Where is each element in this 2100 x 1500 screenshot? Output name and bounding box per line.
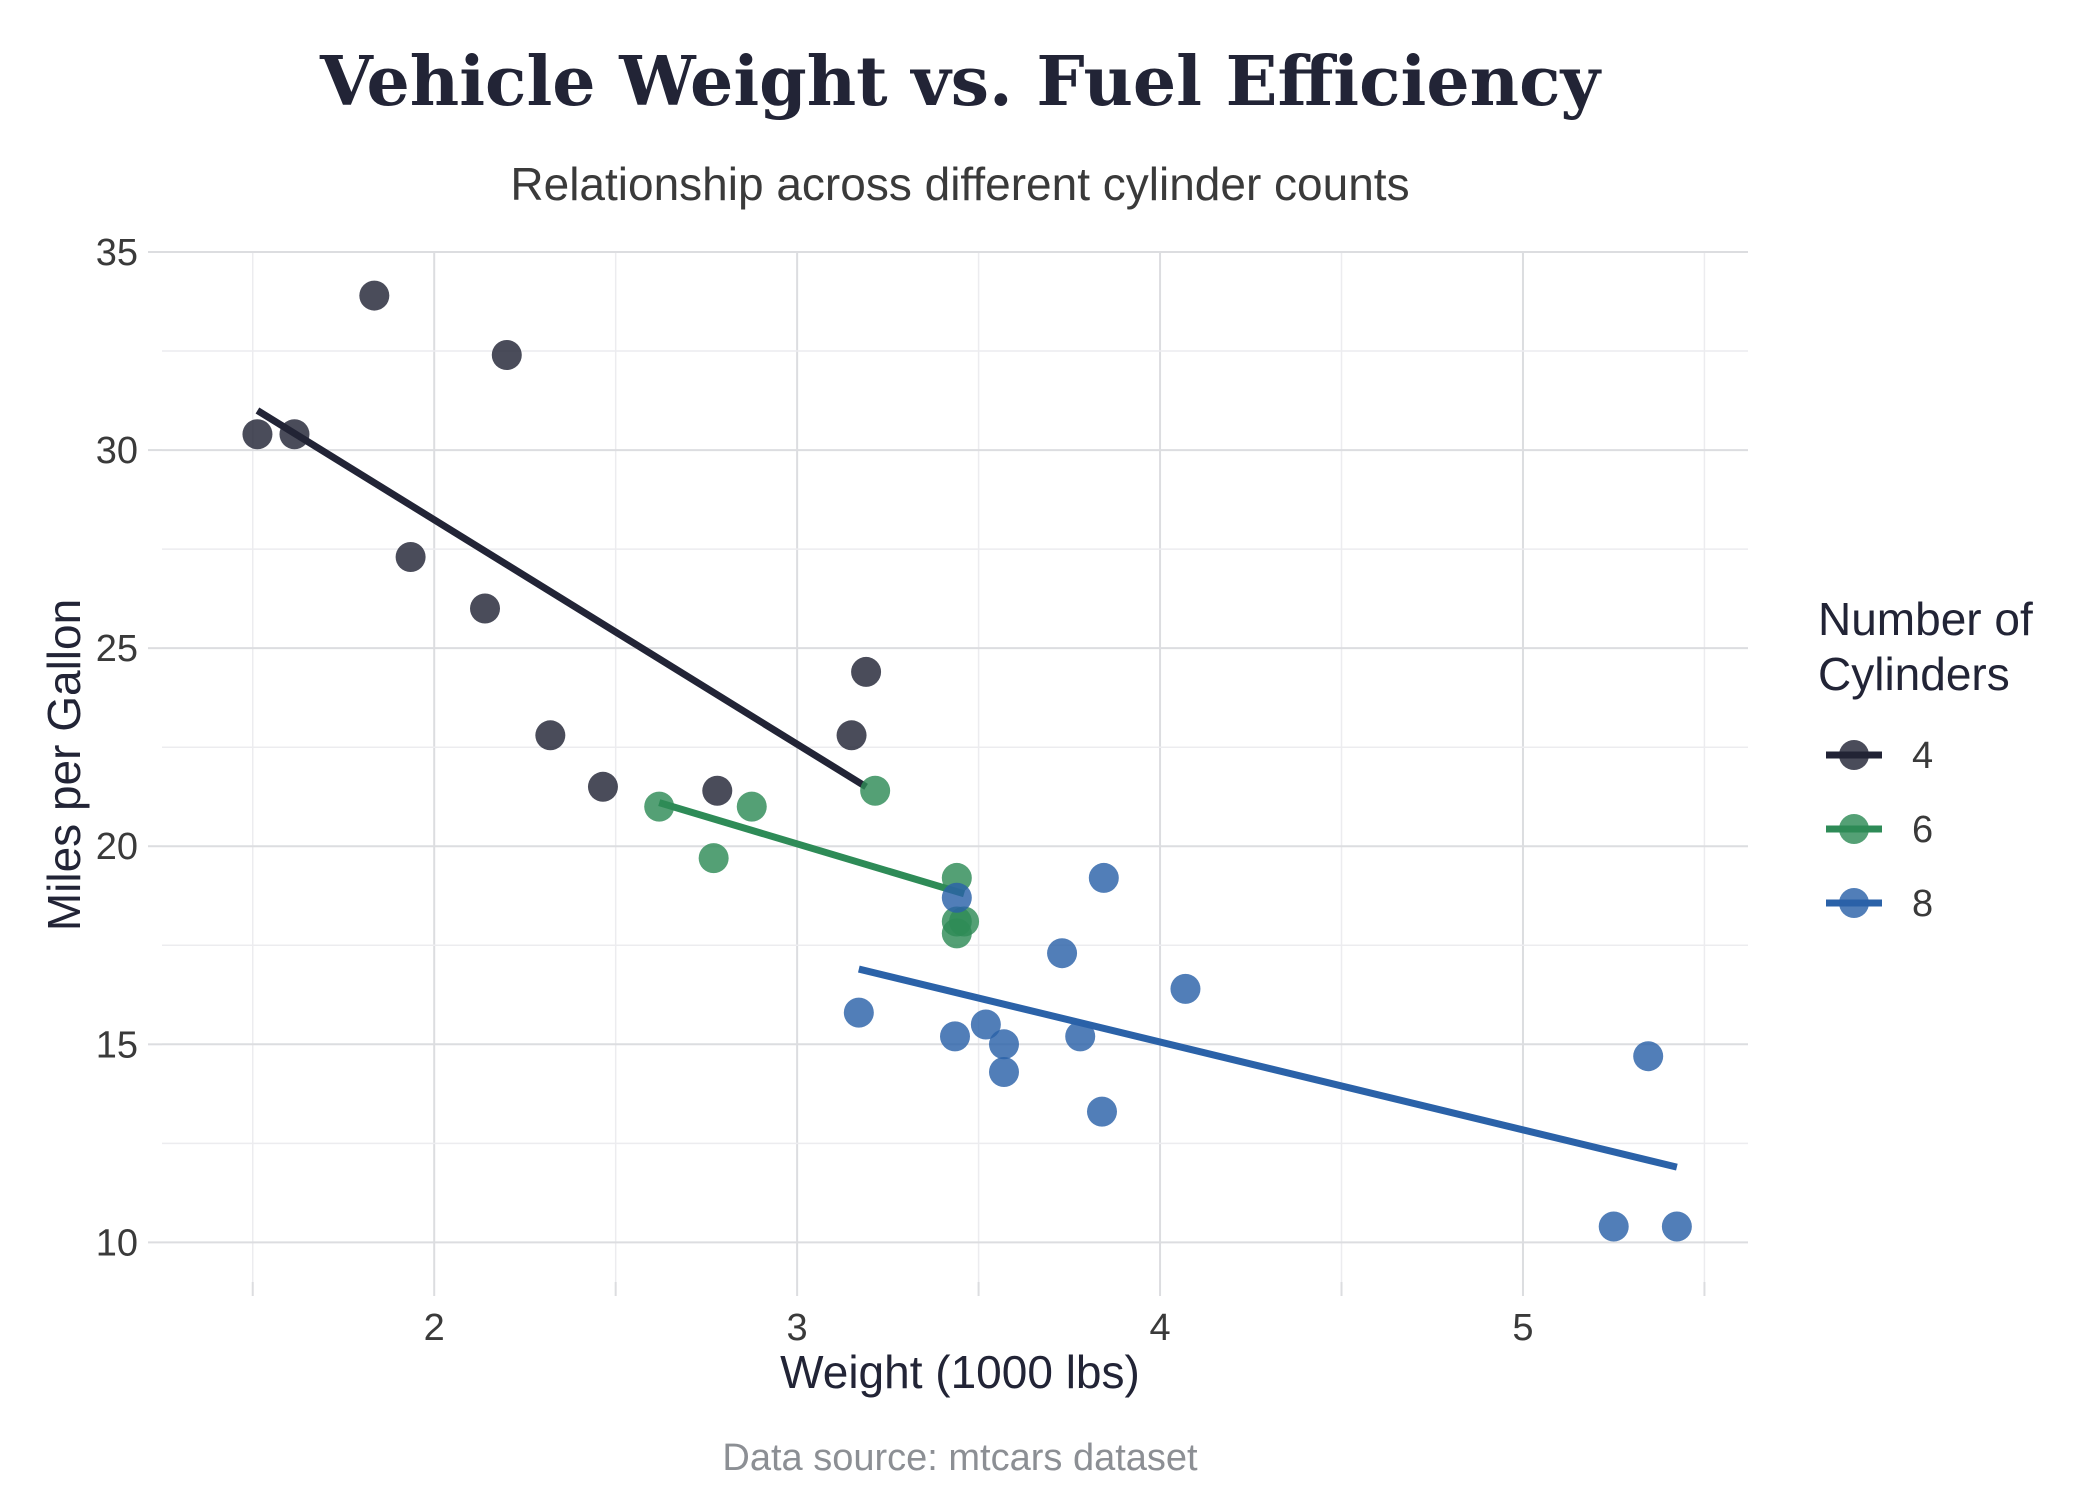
x-tick-label: 3 [787,1307,808,1349]
point-8-cyl [1598,1211,1629,1242]
legend-item-8-cyl: 8 [1826,883,1933,925]
legend-key-point [1839,888,1869,918]
point-8-cyl [940,1021,970,1052]
point-8-cyl [988,1029,1019,1060]
y-tick-label: 30 [96,430,138,472]
point-4-cyl [279,419,310,450]
point-4-cyl [836,720,867,751]
data-source-caption: Data source: mtcars dataset [722,1437,1198,1479]
point-4-cyl [242,419,273,450]
legend-item-6-cyl: 6 [1826,809,1933,851]
point-4-cyl [702,775,733,806]
trend-line-8-cyl [858,965,1678,1171]
point-6-cyl [860,775,891,806]
x-axis-title: Weight (1000 lbs) [780,1346,1140,1398]
point-6-cyl [644,791,675,822]
point-4-cyl [851,656,882,687]
point-8-cyl [1088,862,1119,893]
legend-label: 6 [1912,809,1933,851]
point-8-cyl [970,1009,1001,1040]
point-4-cyl [359,280,390,311]
axis-ticks: 2 3 4 5 10 15 20 25 30 35 [96,232,1706,1349]
point-8-cyl [1633,1041,1664,1072]
trend-lines [255,407,1678,1171]
legend-item-4-cyl: 4 [1826,735,1933,777]
legend-label: 8 [1912,883,1933,925]
point-8-cyl [843,997,874,1028]
point-4-cyl [535,720,566,751]
legend-title-line2: Cylinders [1818,648,2010,700]
x-tick-label: 4 [1149,1307,1170,1349]
point-8-cyl [1661,1211,1692,1242]
y-tick-label: 10 [96,1222,138,1264]
point-4-cyl [491,340,522,370]
trend-line-4-cyl [255,407,868,790]
point-4-cyl [470,593,501,624]
trend-line-6-cyl [658,799,966,898]
point-8-cyl [1170,973,1201,1004]
point-6-cyl [698,843,729,874]
y-tick-label: 25 [96,628,138,670]
point-4-cyl [587,771,618,802]
point-6-cyl [736,791,767,822]
x-tick-label: 2 [424,1307,445,1349]
point-8-cyl [1065,1021,1096,1052]
legend: Number of Cylinders 4 6 8 [1818,593,2033,925]
point-8-cyl [941,882,972,913]
y-tick-label: 35 [96,232,138,274]
legend-label: 4 [1912,735,1933,777]
chart-title: Vehicle Weight vs. Fuel Efficiency [319,42,1602,122]
legend-key-point [1839,814,1869,844]
chart-subtitle: Relationship across different cylinder c… [510,158,1409,210]
point-8-cyl [988,1057,1019,1088]
data-points [242,280,1692,1242]
y-tick-label: 15 [96,1024,138,1066]
point-8-cyl [1047,938,1078,969]
point-4-cyl [395,542,426,573]
legend-title-line1: Number of [1818,593,2033,645]
x-tick-label: 5 [1512,1307,1533,1349]
point-8-cyl [1086,1096,1117,1127]
y-tick-label: 20 [96,826,138,868]
point-6-cyl [949,906,980,937]
y-axis-title: Miles per Gallon [38,599,90,931]
legend-key-point [1839,740,1869,770]
